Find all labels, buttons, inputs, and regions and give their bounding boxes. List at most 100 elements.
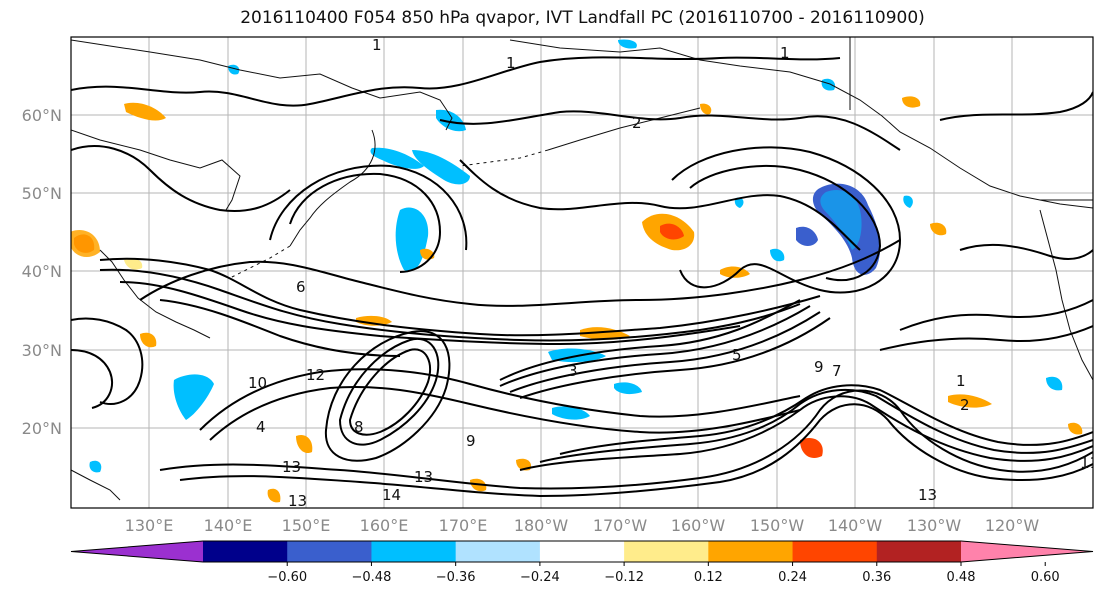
contour-line: [71, 349, 113, 409]
negative-anomaly-patch: [1046, 376, 1063, 391]
positive-anomaly-patch: [356, 315, 392, 326]
lat-label: 50°N: [22, 184, 62, 203]
contour-label: 2: [960, 396, 970, 414]
coastline-alaska-peninsula: [547, 107, 701, 151]
contour-line: [324, 330, 451, 462]
aleutian-chain: [459, 149, 549, 167]
positive-anomaly-patch: [700, 103, 712, 115]
positive-anomaly-patch: [660, 223, 684, 240]
contour-label: 13: [414, 468, 433, 486]
colorbar-segment: [708, 541, 794, 562]
colorbar-extend-max: [961, 541, 1093, 562]
contour-label: 9: [466, 432, 476, 450]
colorbar-tick-label: 0.36: [862, 570, 891, 585]
latitude-labels: 20°N 30°N 40°N 50°N 60°N: [22, 106, 62, 438]
contour-label: 4: [256, 418, 266, 436]
contour-label: 9: [814, 358, 824, 376]
negative-anomaly-patch: [173, 374, 214, 420]
contour-label: 5: [732, 346, 742, 364]
contour-labels: 1 1 1 2 13 13 13 14 13 12 10 9 8 6 4 3 2…: [248, 37, 1093, 510]
kuril-chain: [229, 245, 291, 279]
colorbar-segment: [455, 541, 541, 562]
positive-anomaly-patch: [720, 266, 750, 278]
contour-line: [209, 385, 801, 441]
map-border: [70, 36, 1094, 509]
contour-line: [519, 317, 831, 399]
positive-anomaly-patch: [948, 394, 992, 408]
colorbar-segment: [203, 541, 288, 562]
contour-line: [671, 146, 902, 294]
colorbar: −0.60 −0.48 −0.36 −0.24 −0.12 0.12 0.24 0.36 0.4…: [70, 540, 1094, 585]
colorbar-segment: [371, 541, 457, 562]
contour-line: [159, 389, 1093, 490]
contour-line: [179, 403, 1093, 498]
contour-line: [71, 145, 291, 212]
negative-anomaly-patch: [770, 248, 785, 262]
lon-label: 120°W: [985, 516, 1040, 535]
contour-line: [499, 299, 801, 381]
contour-line: [289, 172, 442, 273]
contour-line: [159, 299, 401, 357]
contour-line: [459, 159, 861, 251]
contour-line: [899, 299, 1093, 331]
colorbar-tick-label: 0.12: [694, 570, 723, 585]
lon-label: 170°E: [439, 516, 488, 535]
positive-anomaly-patch: [296, 434, 313, 454]
coastline-japan: [99, 249, 211, 339]
contour-label: 7: [832, 362, 842, 380]
lon-label: 140°E: [204, 516, 253, 535]
negative-anomaly-patch: [796, 226, 818, 246]
contour-label: 13: [918, 486, 937, 504]
lon-label: 140°W: [828, 516, 883, 535]
negative-anomaly-patch: [552, 406, 590, 420]
contour-label: 10: [248, 374, 267, 392]
contour-line: [199, 368, 801, 431]
colorbar-tick-label: −0.12: [604, 570, 644, 585]
contour-label: 3: [568, 362, 578, 380]
map-area: [71, 37, 1093, 508]
contour-line: [439, 110, 901, 151]
coastlines: [71, 37, 1093, 501]
contour-line: [71, 317, 144, 405]
contour-label: 13: [288, 492, 307, 510]
colorbar-tick-label: −0.60: [267, 570, 307, 585]
positive-anomaly-patch: [140, 332, 157, 348]
ivt-contours: [71, 56, 1093, 498]
negative-anomaly-patch: [614, 382, 642, 395]
contour-line: [689, 165, 882, 282]
contour-label: 14: [382, 486, 401, 504]
contour-label: 6: [296, 278, 306, 296]
negative-anomaly-patch: [370, 147, 424, 169]
colorbar-segment: [792, 541, 878, 562]
lat-label: 30°N: [22, 341, 62, 360]
colorbar-segment: [287, 541, 372, 562]
colorbar-tick-label: 0.48: [947, 570, 976, 585]
lon-label: 130°W: [907, 516, 962, 535]
colorbar-tick-label: 0.24: [778, 570, 807, 585]
coastline-alaska: [509, 39, 1093, 209]
colorbar-outline: [70, 540, 1094, 563]
negative-anomaly-patch: [618, 39, 637, 49]
positive-anomaly-patch: [124, 102, 166, 121]
colorbar-extend-min: [71, 541, 203, 562]
lon-label: 170°W: [593, 516, 648, 535]
contour-label: 12: [306, 366, 325, 384]
lat-label: 60°N: [22, 106, 62, 125]
negative-anomaly-patch: [89, 460, 102, 473]
lon-label: 160°E: [360, 516, 409, 535]
lon-label: 150°E: [282, 516, 331, 535]
coastline-north-america: [1039, 209, 1093, 381]
positive-anomaly-patch: [580, 327, 630, 340]
lon-label: 180°W: [514, 516, 569, 535]
coastline-asia: [71, 39, 453, 131]
positive-anomaly-patch: [902, 96, 921, 108]
positive-anomaly-patch: [800, 437, 823, 459]
colorbar-segment: [539, 541, 625, 562]
contour-line: [539, 388, 1093, 463]
positive-anomaly-patch: [71, 230, 100, 258]
colorbar-tick-label: −0.48: [352, 570, 392, 585]
positive-anomaly-patch: [267, 488, 281, 503]
lon-label: 130°E: [125, 516, 174, 535]
colorbar-segment: [876, 541, 962, 562]
negative-anomaly-patch: [903, 195, 913, 208]
